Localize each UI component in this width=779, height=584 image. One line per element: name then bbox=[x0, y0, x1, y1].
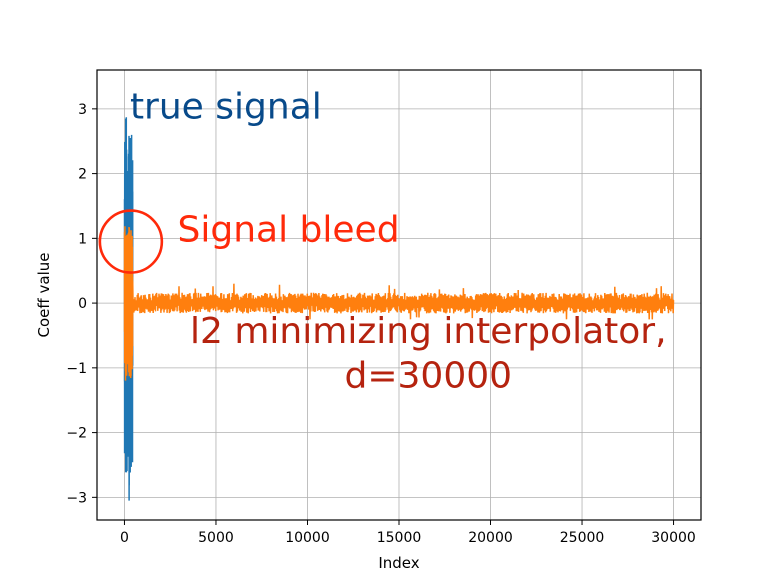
signal-bleed-circle bbox=[98, 209, 164, 274]
x-tick-label: 20000 bbox=[468, 530, 513, 546]
series-layer bbox=[123, 117, 675, 501]
x-tick-label: 15000 bbox=[377, 530, 422, 546]
y-tick-label: 0 bbox=[78, 296, 87, 312]
annotation-text: l2 minimizing interpolator, bbox=[190, 311, 667, 352]
x-axis-label: Index bbox=[378, 554, 419, 572]
x-tick-label: 30000 bbox=[651, 530, 696, 546]
x-tick-label: 0 bbox=[120, 530, 129, 546]
annotation-text: Signal bleed bbox=[178, 210, 400, 251]
annotations-layer: true signal Signal bleed l2 minimizing int… bbox=[98, 87, 667, 396]
series-line-interpolator bbox=[123, 226, 675, 381]
annotation-text: d=30000 bbox=[345, 355, 513, 396]
x-tick-label: 25000 bbox=[560, 530, 605, 546]
x-tick-label: 5000 bbox=[198, 530, 234, 546]
y-tick-label: −1 bbox=[66, 361, 87, 377]
y-tick-label: −2 bbox=[66, 426, 87, 442]
ticks-layer: 0 5000 10000 15000 20000 25000 30000 −3 −2 −1 0 1 2 3 bbox=[66, 102, 695, 546]
x-tick-label: 10000 bbox=[285, 530, 330, 546]
annotation-text: true signal bbox=[130, 87, 322, 128]
y-tick-label: −3 bbox=[66, 490, 87, 506]
y-axis-label: Coeff value bbox=[35, 253, 53, 338]
y-tick-label: 3 bbox=[78, 102, 87, 118]
y-tick-label: 2 bbox=[78, 167, 87, 183]
y-tick-label: 1 bbox=[78, 231, 87, 247]
